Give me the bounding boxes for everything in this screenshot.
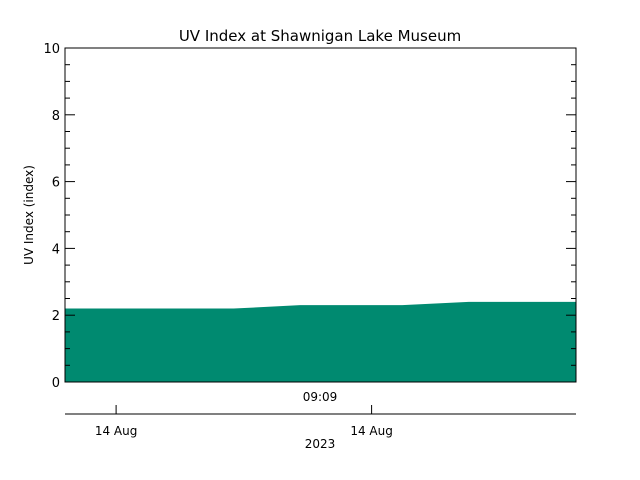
y-tick-label: 2 [52, 309, 60, 324]
x-axis: 14 Aug 14 Aug [95, 405, 393, 438]
y-tick-label: 6 [52, 176, 60, 191]
y-tick-label: 4 [52, 242, 60, 257]
area-layer [65, 301, 576, 382]
y-tick-label: 8 [52, 109, 60, 124]
y-tick-label: 0 [52, 376, 60, 391]
y-axis: 0 2 4 6 8 10 [43, 42, 576, 391]
chart-title: UV Index at Shawnigan Lake Museum [179, 27, 461, 45]
x-tick-label: 14 Aug [350, 424, 393, 438]
uv-area-series-0 [65, 301, 576, 382]
x-axis-label: 2023 [305, 437, 336, 451]
center-time-label: 09:09 [303, 390, 338, 404]
y-axis-label: UV Index (index) [22, 165, 36, 265]
x-tick-label: 14 Aug [95, 424, 138, 438]
y-tick-label: 10 [43, 42, 60, 57]
